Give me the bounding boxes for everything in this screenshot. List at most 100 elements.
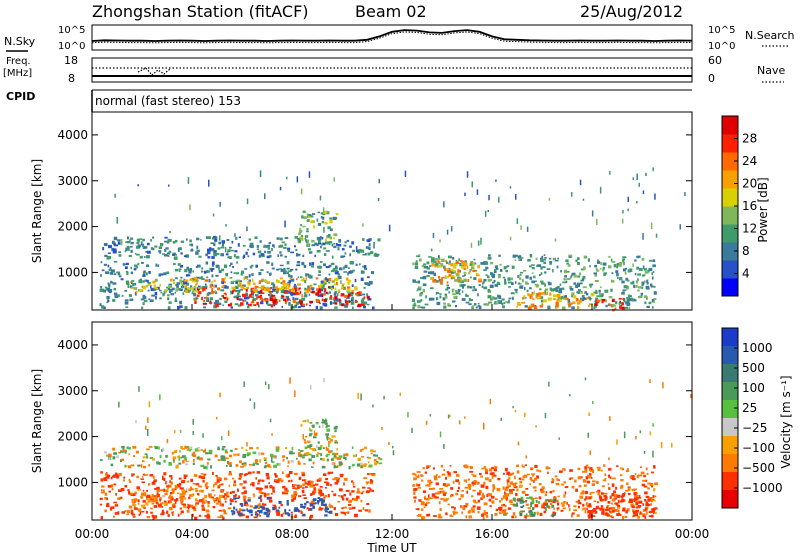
- velocity-echo-cell: [549, 503, 553, 506]
- power-echo-cell: [281, 281, 286, 285]
- power-echo-cell: [360, 249, 365, 253]
- power-echo-cell: [533, 290, 535, 294]
- velocity-echo-cell: [494, 466, 498, 469]
- power-echo-cell: [433, 259, 435, 262]
- power-echo-cell: [271, 267, 275, 270]
- velocity-echo-cell: [228, 484, 231, 487]
- power-echo-cell: [140, 298, 145, 301]
- velocity-echo-cell: [111, 475, 115, 478]
- power-echo-cell: [334, 296, 338, 300]
- power-echo-cell: [107, 282, 110, 285]
- velocity-echo-cell: [421, 479, 424, 482]
- velocity-echo-cell: [311, 491, 315, 495]
- power-echo-cell: [109, 271, 114, 275]
- power-echo-cell: [593, 306, 596, 309]
- velocity-echo-cell: [578, 505, 580, 509]
- power-echo-cell: [229, 302, 233, 307]
- velocity-echo-cell: [539, 512, 543, 516]
- power-scatter-cell: [443, 201, 445, 208]
- velocity-echo-cell: [629, 475, 633, 479]
- velocity-echo-cell: [589, 512, 593, 516]
- power-echo-cell: [175, 277, 178, 280]
- power-echo-cell: [419, 258, 422, 262]
- velocity-echo-cell: [307, 482, 311, 486]
- power-echo-cell: [447, 270, 451, 273]
- velocity-echo-cell: [312, 505, 315, 509]
- power-echo-cell: [364, 282, 369, 285]
- velocity-echo-cell: [583, 484, 587, 487]
- velocity-echo-cell: [341, 497, 345, 501]
- power-echo-cell: [494, 265, 497, 268]
- power-echo-cell: [625, 277, 629, 281]
- power-echo-cell: [412, 306, 415, 310]
- velocity-echo-cell: [179, 486, 182, 490]
- velocity-colorbar-segment: [722, 436, 738, 455]
- velocity-echo-cell: [196, 456, 200, 460]
- power-scatter-cell: [632, 177, 635, 181]
- power-echo-cell: [292, 297, 295, 300]
- power-echo-cell: [215, 253, 220, 255]
- velocity-echo-cell: [206, 515, 211, 519]
- velocity-echo-cell: [569, 469, 573, 472]
- power-echo-cell: [221, 278, 225, 282]
- power-echo-cell: [128, 254, 132, 257]
- power-echo-cell: [102, 289, 106, 293]
- power-echo-cell: [258, 304, 260, 308]
- power-echo-cell: [522, 269, 527, 272]
- velocity-echo-cell: [247, 499, 251, 502]
- power-scatter-cell: [487, 210, 489, 213]
- power-echo-cell: [126, 271, 129, 276]
- power-echo-cell: [250, 242, 254, 245]
- power-echo-cell: [540, 266, 543, 270]
- power-echo-cell: [307, 243, 310, 247]
- power-echo-cell: [507, 277, 511, 281]
- power-echo-cell: [462, 286, 464, 289]
- velocity-echo-cell: [321, 421, 325, 424]
- power-echo-cell: [209, 251, 211, 255]
- velocity-echo-cell: [113, 474, 118, 478]
- velocity-echo-cell: [172, 456, 177, 460]
- velocity-scatter-cell: [192, 419, 194, 425]
- power-echo-cell: [271, 248, 273, 252]
- power-echo-cell: [541, 266, 546, 269]
- power-echo-cell: [615, 301, 618, 305]
- power-colorbar-segment: [722, 152, 738, 171]
- velocity-echo-cell: [233, 497, 237, 500]
- power-echo-cell: [502, 305, 505, 309]
- power-scatter-cell: [484, 210, 487, 217]
- velocity-echo-cell: [322, 418, 324, 422]
- power-echo-cell: [284, 300, 287, 302]
- velocity-echo-cell: [622, 507, 626, 511]
- velocity-echo-cell: [421, 508, 424, 511]
- power-echo-cell: [240, 272, 243, 276]
- power-scatter-cell: [284, 220, 286, 228]
- power-echo-cell: [492, 276, 495, 279]
- power-echo-cell: [174, 299, 177, 302]
- velocity-echo-cell: [366, 503, 370, 506]
- power-echo-cell: [651, 272, 654, 276]
- velocity-echo-cell: [171, 511, 174, 514]
- power-echo-cell: [244, 268, 248, 270]
- velocity-echo-cell: [590, 476, 593, 479]
- velocity-echo-cell: [181, 503, 185, 506]
- power-echo-cell: [540, 299, 544, 303]
- velocity-echo-cell: [645, 503, 650, 507]
- velocity-echo-cell: [325, 448, 329, 451]
- power-echo-cell: [535, 257, 538, 260]
- velocity-echo-cell: [646, 511, 648, 515]
- velocity-echo-cell: [303, 497, 307, 499]
- velocity-echo-cell: [360, 492, 363, 495]
- velocity-echo-cell: [226, 495, 230, 498]
- velocity-colorbar-segment: [722, 418, 738, 437]
- velocity-echo-cell: [647, 482, 652, 485]
- velocity-echo-cell: [595, 505, 599, 510]
- power-echo-cell: [159, 252, 161, 254]
- velocity-echo-cell: [606, 506, 609, 509]
- velocity-echo-cell: [355, 454, 357, 457]
- power-echo-cell: [643, 295, 648, 298]
- power-echo-cell: [363, 286, 366, 289]
- power-colorbar-segment: [722, 242, 738, 261]
- power-echo-cell: [371, 271, 375, 275]
- velocity-echo-cell: [110, 476, 113, 480]
- power-echo-cell: [451, 288, 455, 291]
